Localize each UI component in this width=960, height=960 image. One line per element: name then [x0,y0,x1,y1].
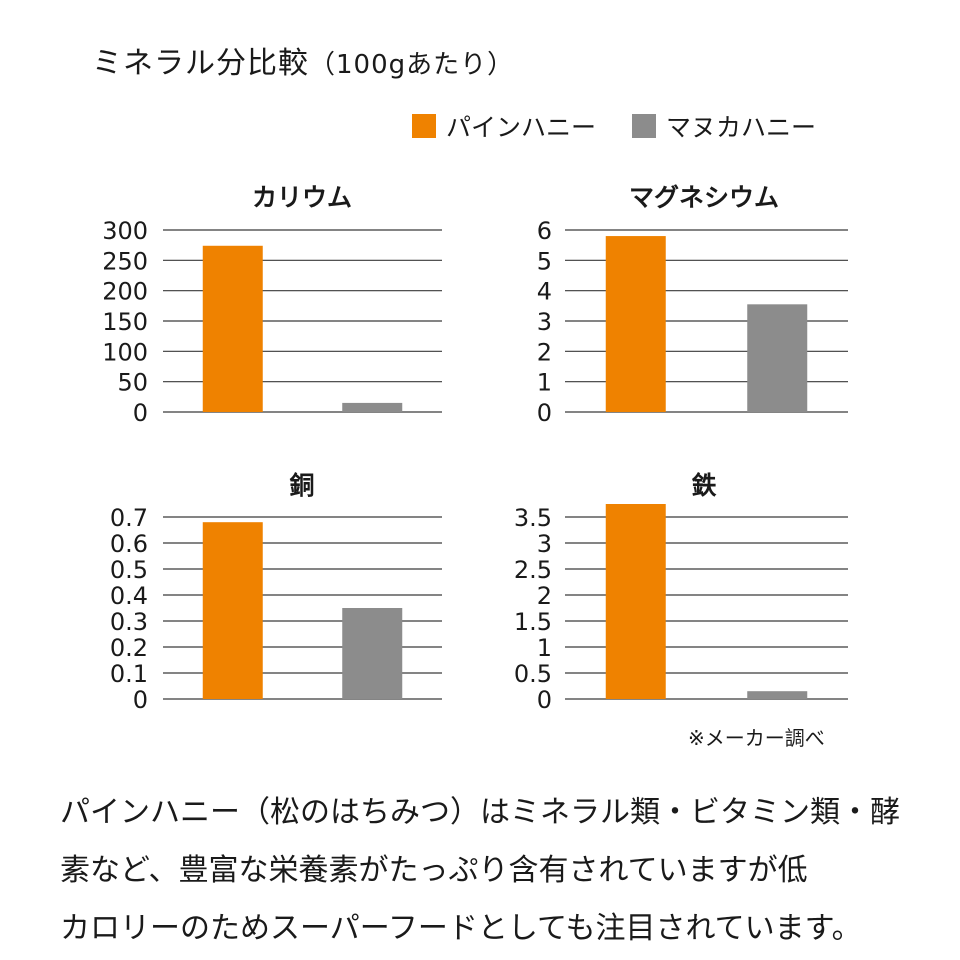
chart-4-title: 鉄 [691,471,716,500]
description-line-2: 素など、豊富な栄養素がたっぷり含有されていますが低 [60,853,808,888]
chart-3-bar-manuka [342,608,403,699]
chart-1-tick-4: 200 [102,278,148,306]
legend-label-manuka: マヌカハニー [666,113,817,142]
chart-3-tick-3: 0.3 [110,608,148,636]
chart-1-tick-1: 50 [117,369,148,397]
chart-2-tick-4: 4 [537,278,552,306]
legend-swatch-pine [412,114,436,138]
chart-3-tick-5: 0.5 [110,556,148,584]
chart-2-tick-0: 0 [537,399,552,427]
chart-3-tick-6: 0.6 [110,530,148,558]
chart-4-bar-manuka [747,691,808,699]
chart-2-tick-2: 2 [537,338,552,366]
description-line-1: パインハニー（松のはちみつ）はミネラル類・ビタミン類・酵 [60,795,900,830]
chart-3-tick-1: 0.1 [110,660,148,688]
source-note: ※メーカー調べ [688,726,825,750]
chart-2-tick-1: 1 [537,369,552,397]
chart-4-tick-6: 3 [537,530,552,558]
chart-1-bar-pine [202,245,263,412]
chart-3-tick-2: 0.2 [110,634,148,662]
description: パインハニー（松のはちみつ）はミネラル類・ビタミン類・酵 素など、豊富な栄養素が… [60,784,920,958]
chart-2-tick-5: 5 [537,247,552,275]
legend: パインハニー マヌカハニー [412,108,852,144]
chart-1-tick-0: 0 [133,399,148,427]
legend-swatch-manuka [632,114,657,138]
chart-1-tick-5: 250 [102,247,148,275]
chart-4-bar-pine [605,504,666,699]
legend-item-pine: パインハニー [412,108,596,144]
chart-2-bar-pine [605,236,666,412]
legend-item-manuka: マヌカハニー [632,108,816,144]
chart-3-title: 銅 [289,471,314,500]
chart-1-tick-2: 100 [102,338,148,366]
chart-4-tick-3: 1.5 [514,608,552,636]
title-note: （100gあたり） [309,50,515,80]
chart-2-tick-3: 3 [537,308,552,336]
chart-1-bar-manuka [342,402,403,412]
chart-1-tick-6: 300 [102,217,148,245]
chart-2-title: マグネシウム [629,183,779,212]
chart-1-tick-3: 150 [102,308,148,336]
legend-label-pine: パインハニー [446,113,597,142]
chart-4-tick-4: 2 [537,582,552,610]
chart-1-title: カリウム [252,183,352,212]
chart-4-tick-5: 2.5 [514,556,552,584]
chart-2-bar-manuka [747,304,808,412]
chart-4-tick-2: 1 [537,634,552,662]
chart-3-bar-pine [202,522,263,699]
chart-4-tick-1: 0.5 [514,660,552,688]
chart-4-tick-0: 0 [537,686,552,714]
page-title: ミネラル分比較（100gあたり） [92,38,514,82]
description-line-3: カロリーのためスーパーフードとしても注目されています。 [60,911,862,946]
chart-2-tick-6: 6 [537,217,552,245]
chart-3-tick-0: 0 [133,686,148,714]
chart-3-tick-7: 0.7 [110,504,148,532]
title-text: ミネラル分比較 [92,46,309,81]
chart-3-tick-4: 0.4 [110,582,148,610]
chart-4-tick-7: 3.5 [514,504,552,532]
charts-canvas: カリウム050100150200250300マグネシウム0123456銅00.1… [102,183,848,714]
